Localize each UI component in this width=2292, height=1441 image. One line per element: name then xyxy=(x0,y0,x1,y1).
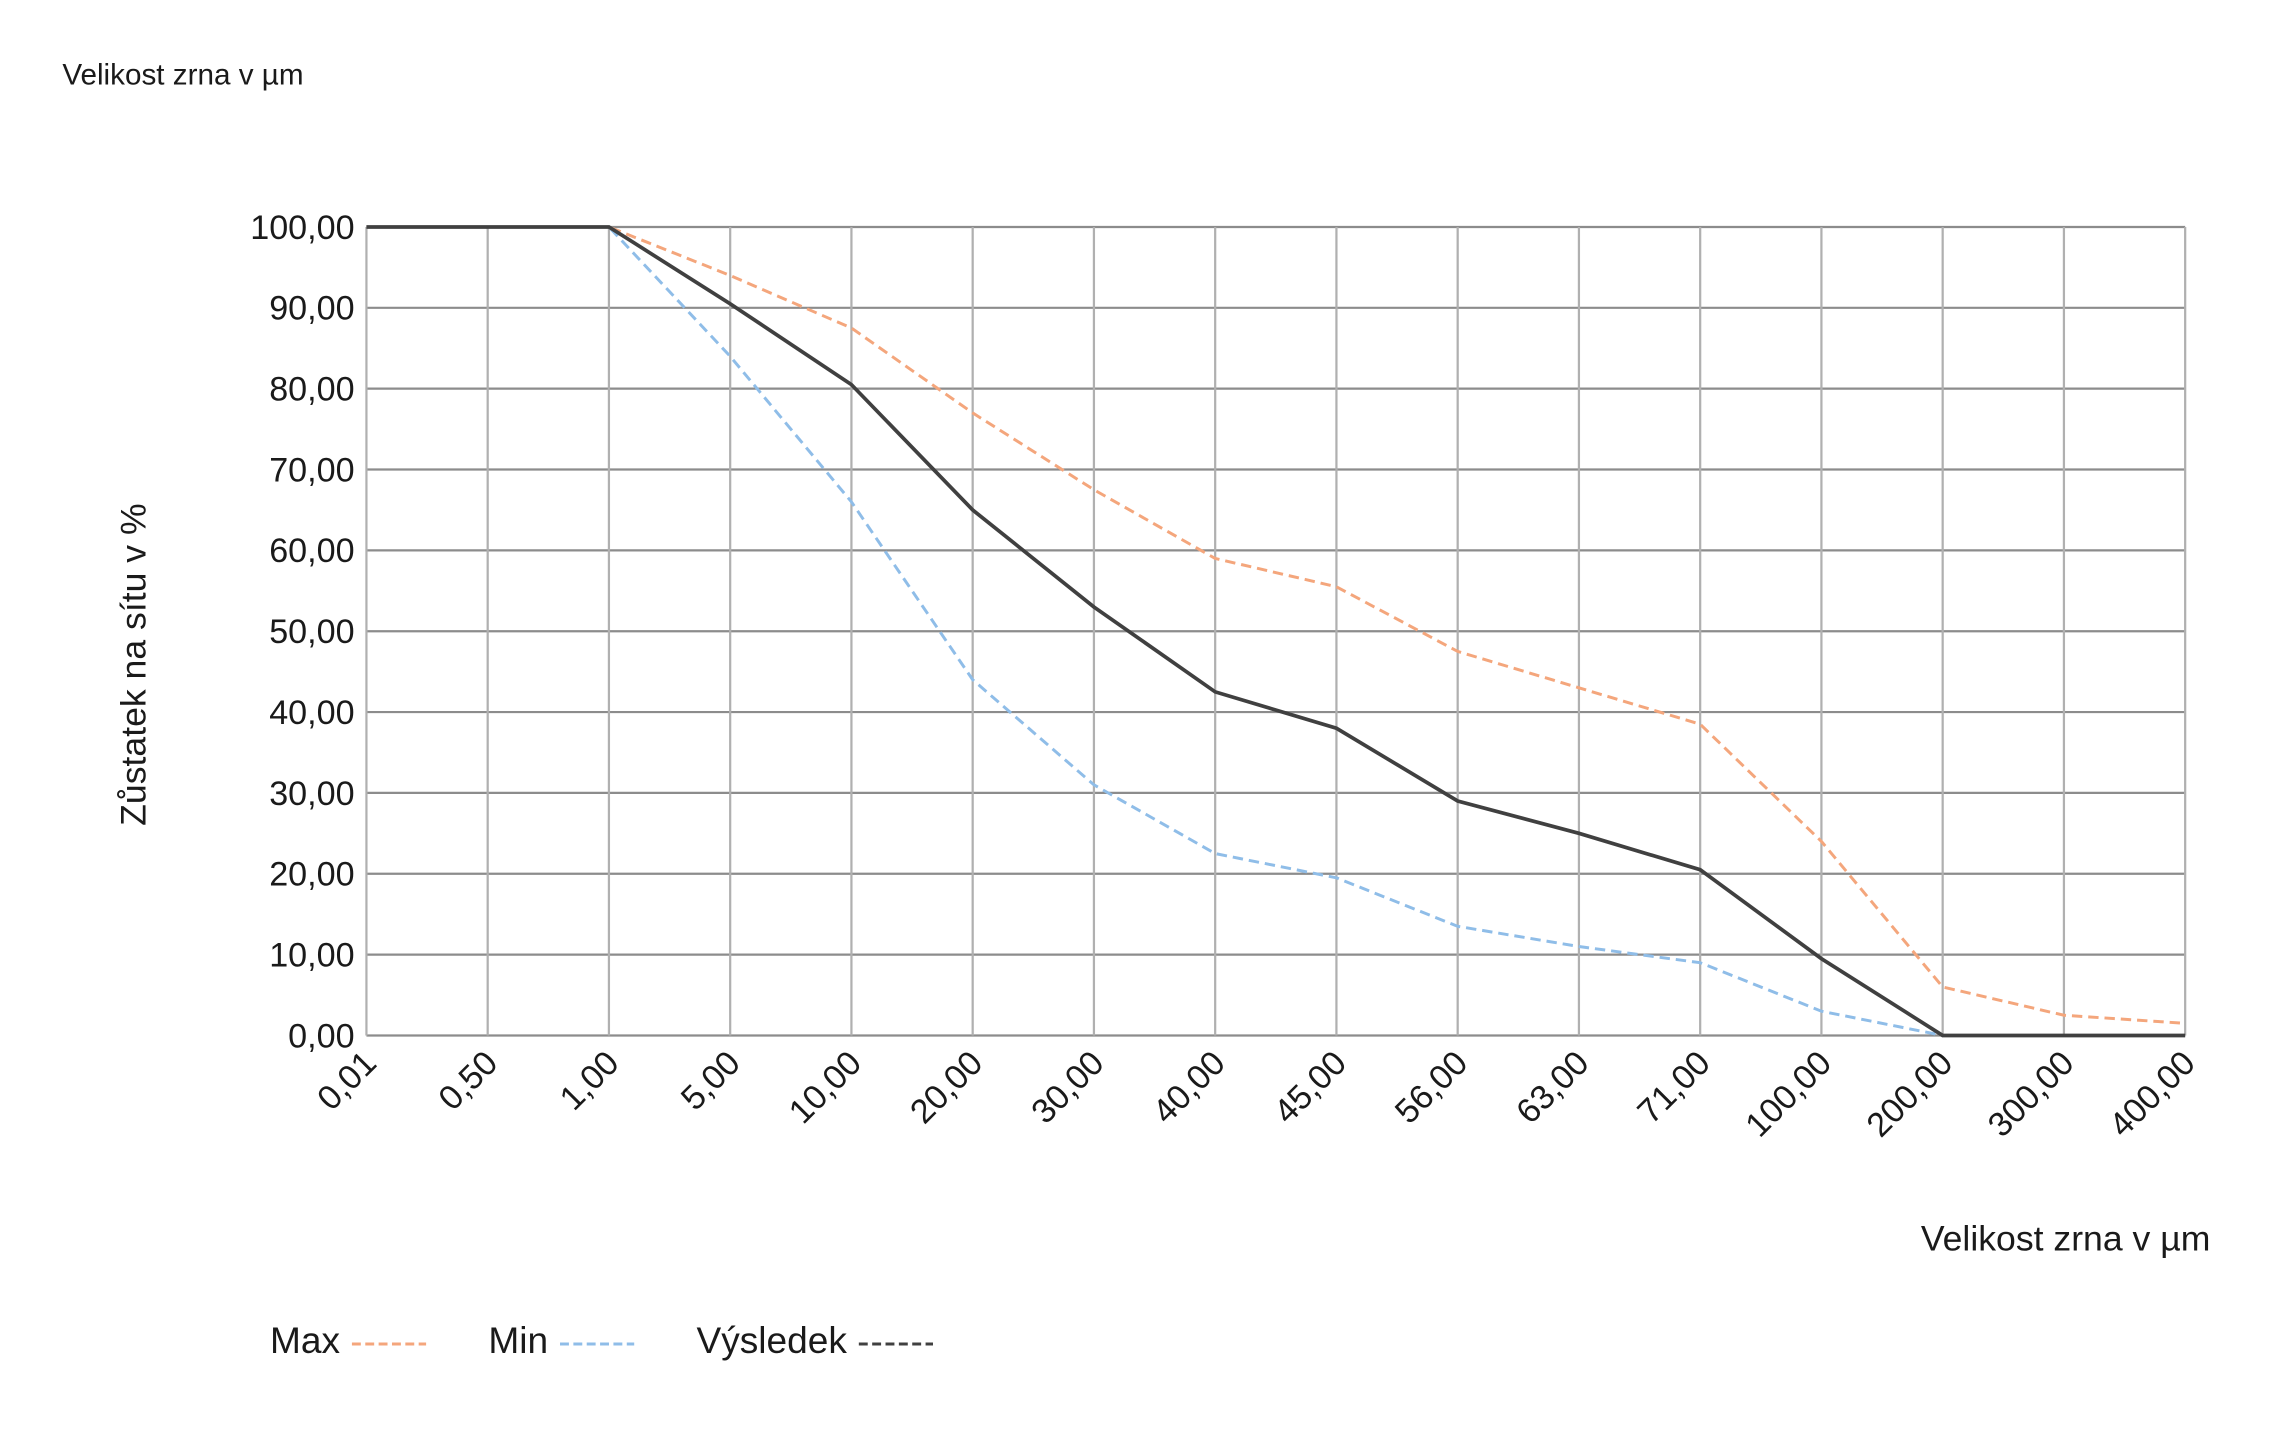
x-tick-label: 45,00 xyxy=(1267,1044,1354,1131)
x-tick-label: 63,00 xyxy=(1509,1044,1596,1131)
y-axis-title: Zůstatek na sítu v % xyxy=(113,503,153,825)
legend-label: Max xyxy=(270,1319,341,1361)
x-axis-title: Velikost zrna v µm xyxy=(1921,1219,2211,1259)
legend: Max Min Výsledek xyxy=(270,1319,933,1361)
x-tick-label: 40,00 xyxy=(1145,1044,1232,1131)
legend-label: Min xyxy=(488,1319,548,1361)
x-tick-label: 20,00 xyxy=(903,1044,990,1131)
y-tick-label: 100,00 xyxy=(250,209,354,247)
x-tick-label: 1,00 xyxy=(553,1044,627,1118)
x-tick-label: 71,00 xyxy=(1630,1044,1717,1131)
x-tick-label: 100,00 xyxy=(1738,1044,1839,1145)
y-tick-label: 60,00 xyxy=(269,532,354,570)
x-tick-label: 56,00 xyxy=(1388,1044,1475,1131)
y-tick-label: 30,00 xyxy=(269,775,354,813)
series-line xyxy=(366,225,2186,1037)
y-tick-label: 10,00 xyxy=(269,936,354,974)
y-tick-label: 20,00 xyxy=(269,856,354,894)
y-tick-label: 80,00 xyxy=(269,371,354,409)
series-line xyxy=(366,225,2186,1025)
series-line xyxy=(366,225,2186,1038)
legend-label: Výsledek xyxy=(697,1319,848,1361)
x-tick-label: 30,00 xyxy=(1024,1044,1111,1131)
x-tick-label: 10,00 xyxy=(782,1044,869,1131)
x-tick-label: 0,50 xyxy=(431,1044,505,1118)
y-tick-label: 70,00 xyxy=(269,451,354,489)
header-text: Velikost zrna v µm xyxy=(62,59,303,92)
x-tick-label: 300,00 xyxy=(1981,1044,2082,1145)
y-tick-label: 90,00 xyxy=(269,290,354,328)
y-tick-label: 40,00 xyxy=(269,694,354,732)
x-tick-label: 200,00 xyxy=(1860,1044,1961,1145)
x-tick-label: 5,00 xyxy=(674,1044,748,1118)
x-tick-label: 400,00 xyxy=(2102,1044,2203,1145)
y-tick-label: 0,00 xyxy=(288,1017,354,1055)
y-tick-label: 50,00 xyxy=(269,613,354,651)
